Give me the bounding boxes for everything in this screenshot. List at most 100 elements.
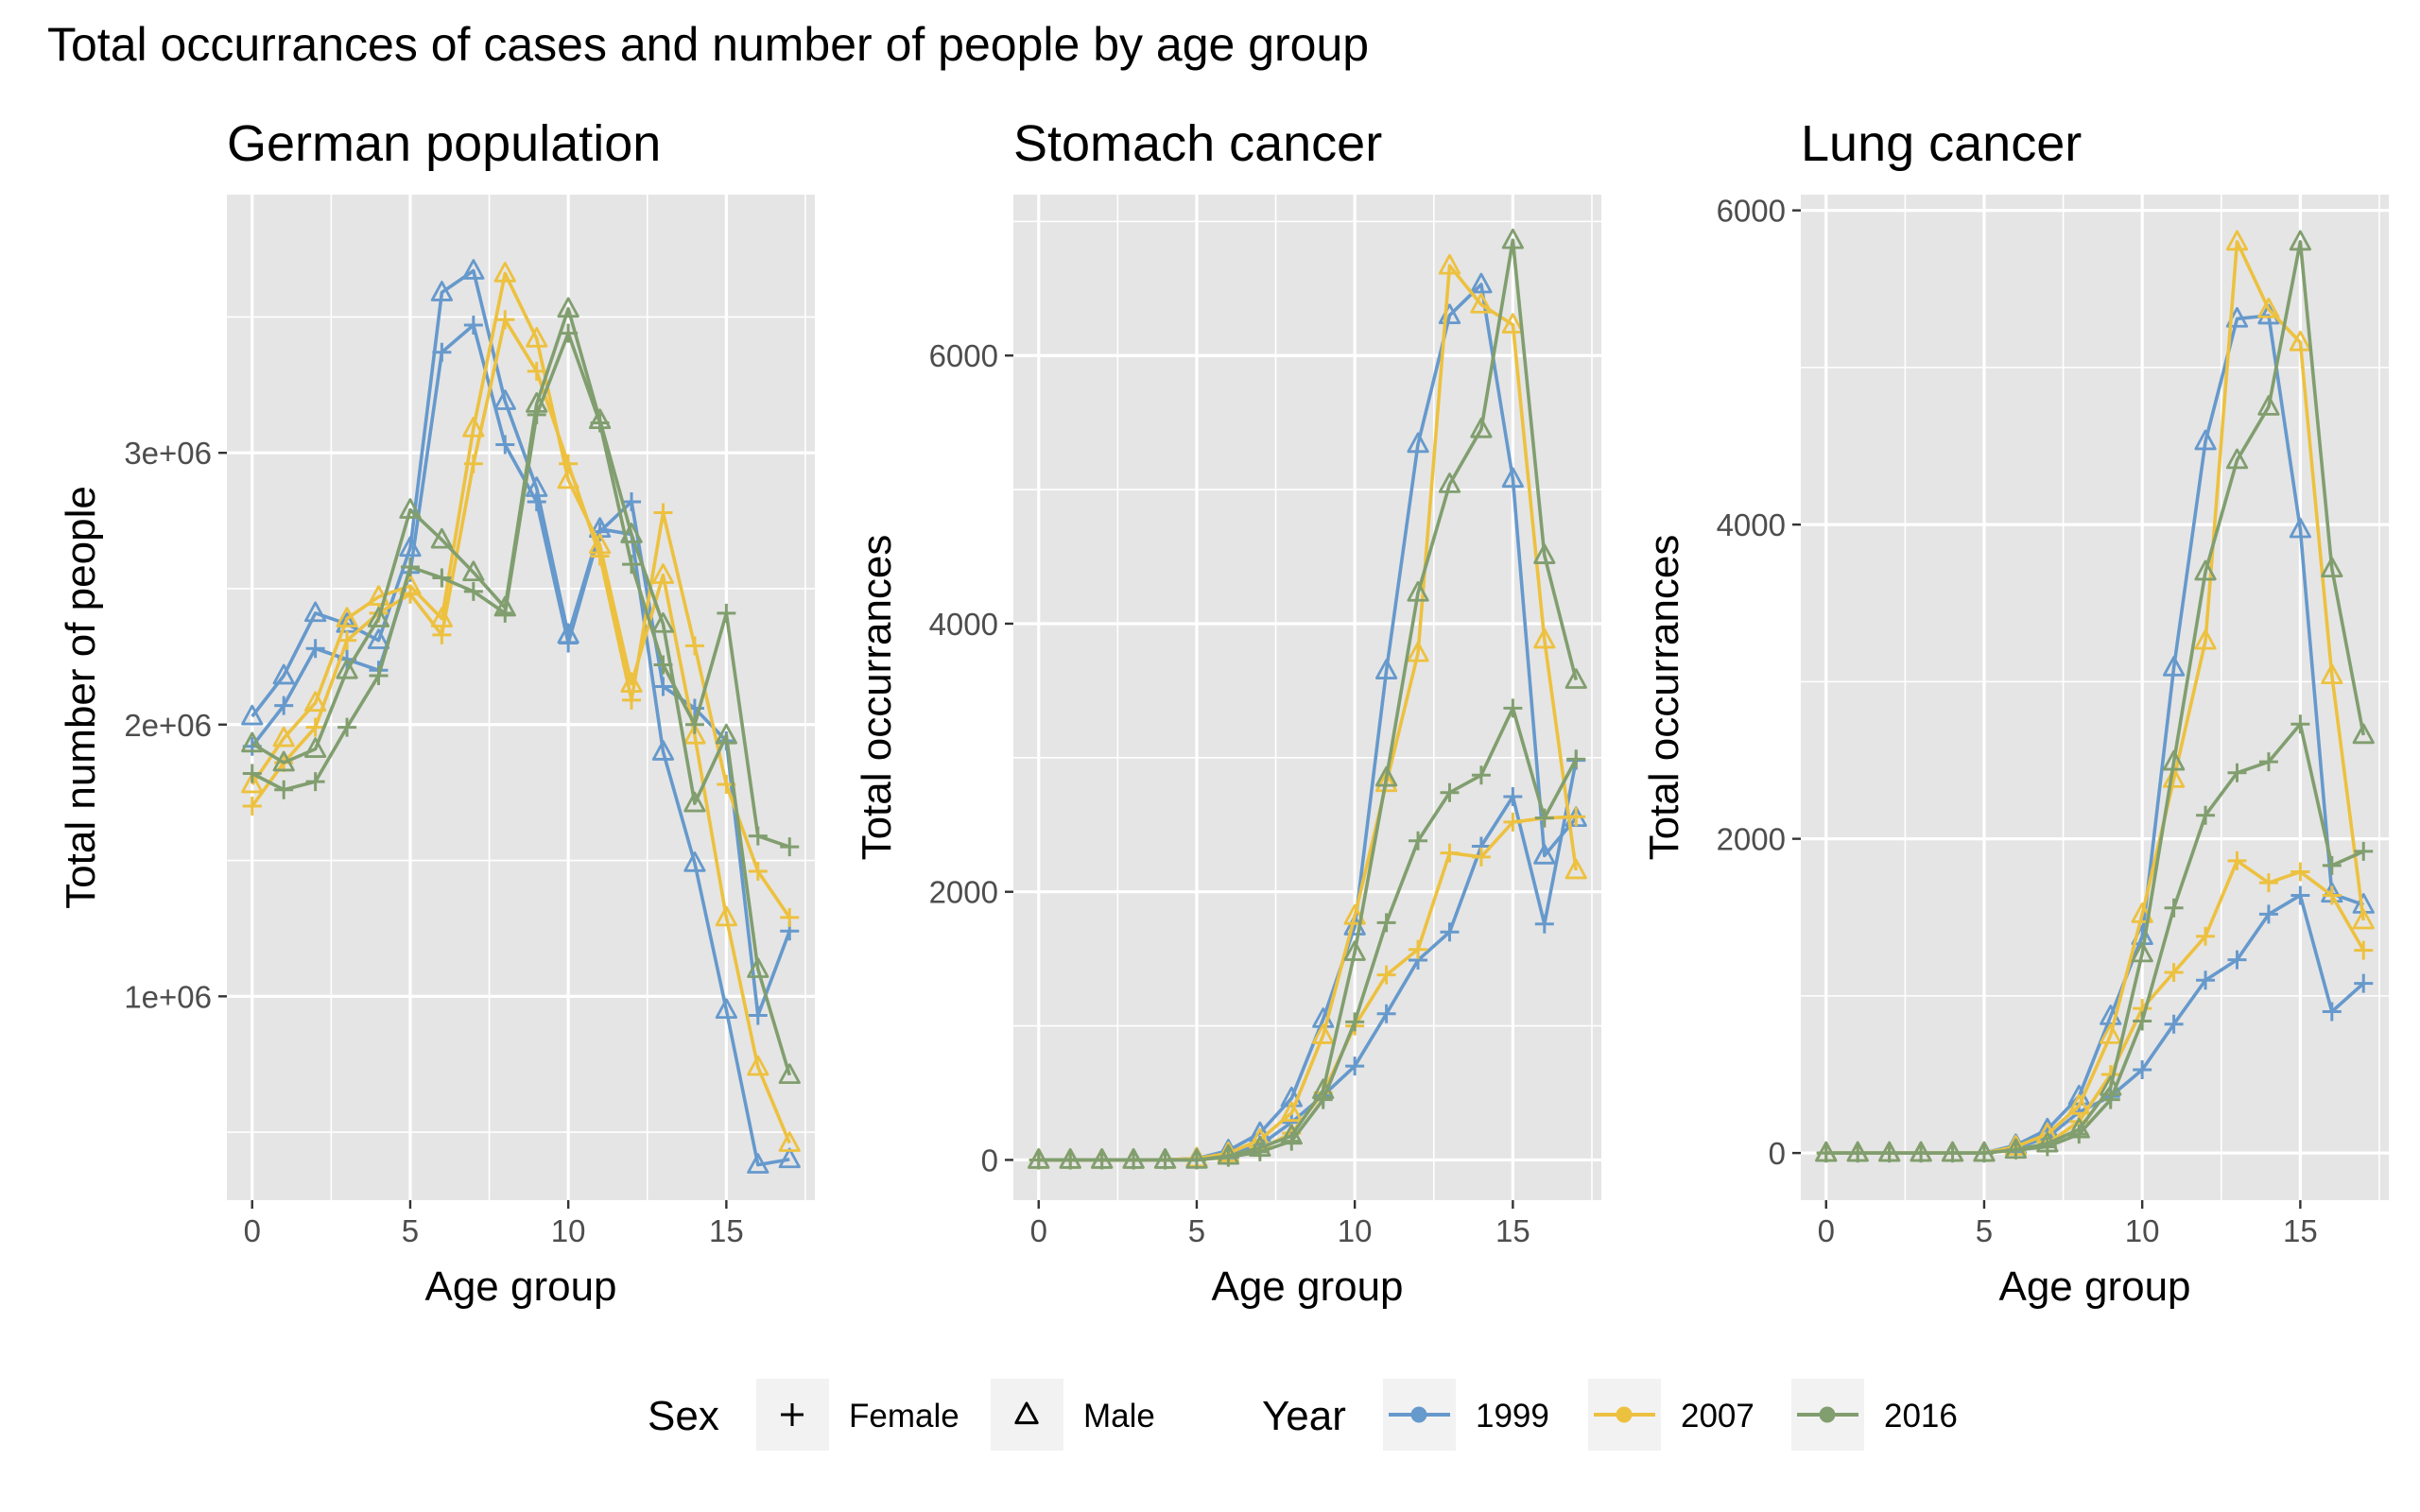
data-point-triangle xyxy=(462,416,485,438)
data-point-plus xyxy=(1376,1004,1396,1023)
data-point-plus xyxy=(2322,1002,2342,1022)
data-point-plus xyxy=(242,764,262,783)
data-point-plus xyxy=(1471,847,1491,867)
chart-title: Total occurrances of cases and number of… xyxy=(47,18,1369,71)
data-point-triangle xyxy=(304,737,327,758)
data-point-triangle xyxy=(2352,723,2375,745)
legend-year-label: 2007 xyxy=(1681,1398,1754,1435)
data-point-triangle xyxy=(1407,641,1429,662)
data-point-triangle xyxy=(1438,253,1461,275)
data-point-triangle xyxy=(462,560,485,582)
data-point-triangle xyxy=(1470,272,1493,294)
x-tick-label: 0 xyxy=(1818,1213,1835,1248)
data-point-triangle xyxy=(1343,940,1366,961)
panel-german-population: German population 0 5 10 15 1e+06 2e+06 3e+06 Ag… xyxy=(58,115,815,1310)
data-point-plus xyxy=(305,717,325,737)
data-point-plus xyxy=(1376,965,1396,985)
panel-subtitle: Stomach cancer xyxy=(1013,115,1382,172)
data-point-plus xyxy=(1345,1012,1365,1032)
y-axis-label: Total occurrances xyxy=(854,535,900,861)
data-point-plus xyxy=(684,714,704,734)
data-point-triangle xyxy=(2131,941,2153,963)
y-tick-label: 2e+06 xyxy=(124,708,212,743)
data-point-triangle xyxy=(462,259,485,280)
x-tick-label: 5 xyxy=(402,1213,419,1248)
data-point-plus xyxy=(2196,805,2216,825)
data-point-plus xyxy=(2290,862,2310,882)
legend: Sex Female Male Year 1999 2007 2016 xyxy=(648,1379,1958,1451)
data-point-triangle xyxy=(1185,1148,1208,1169)
y-tick-label: 4000 xyxy=(1717,507,1786,542)
x-axis-label: Age group xyxy=(424,1263,616,1310)
data-point-plus xyxy=(1566,749,1586,769)
data-point-plus xyxy=(653,503,673,523)
data-point-plus xyxy=(2133,1011,2152,1031)
data-point-plus xyxy=(622,690,642,710)
legend-key-plus xyxy=(781,1403,804,1426)
data-point-triangle xyxy=(2036,1131,2059,1153)
data-point-triangle xyxy=(241,731,264,753)
series-2007-male xyxy=(241,261,801,1152)
y-tick-label: 0 xyxy=(981,1143,998,1177)
x-tick-label: 0 xyxy=(244,1213,261,1248)
data-point-triangle xyxy=(651,563,675,584)
data-point-triangle xyxy=(493,261,516,283)
y-tick-label: 1e+06 xyxy=(124,979,212,1014)
data-point-triangle xyxy=(2352,908,2375,930)
data-point-triangle xyxy=(1407,432,1429,454)
data-point-plus xyxy=(1376,913,1396,933)
data-point-triangle xyxy=(241,772,264,794)
x-tick-label: 5 xyxy=(1976,1213,1993,1248)
x-axis-label: Age group xyxy=(1211,1263,1403,1310)
data-point-plus xyxy=(748,862,768,882)
data-point-plus xyxy=(748,826,768,846)
panel-stomach-cancer: Stomach cancer 0 5 10 15 0 2000 4000 6000 Age gro… xyxy=(854,115,1601,1310)
data-point-triangle xyxy=(1501,467,1524,489)
data-point-plus xyxy=(2322,855,2342,875)
data-point-triangle xyxy=(778,1131,801,1152)
data-point-plus xyxy=(748,1005,768,1025)
legend-year-label: 1999 xyxy=(1476,1398,1549,1435)
data-point-triangle xyxy=(493,595,516,617)
data-point-triangle xyxy=(1312,1078,1335,1099)
data-point-triangle xyxy=(620,672,643,693)
data-point-triangle xyxy=(399,498,422,519)
x-tick-label: 10 xyxy=(551,1213,586,1248)
data-point-triangle xyxy=(2100,1074,2122,1096)
data-point-plus xyxy=(463,316,483,335)
data-point-plus xyxy=(2258,904,2278,924)
panel-subtitle: Lung cancer xyxy=(1801,115,2082,172)
data-point-plus xyxy=(2227,850,2247,870)
data-point-plus xyxy=(2258,752,2278,772)
data-point-triangle xyxy=(272,726,295,747)
data-point-plus xyxy=(1345,1057,1365,1076)
data-point-plus xyxy=(1534,914,1554,934)
data-point-triangle xyxy=(2289,230,2311,251)
data-point-triangle xyxy=(304,601,327,623)
data-point-triangle xyxy=(2257,297,2280,318)
data-point-triangle xyxy=(1280,1101,1303,1123)
data-point-plus xyxy=(1471,765,1491,785)
legend-key-dot xyxy=(1410,1406,1427,1423)
data-point-plus xyxy=(1534,808,1554,828)
data-point-triangle xyxy=(1059,1148,1081,1169)
y-tick-label: 2000 xyxy=(929,875,998,910)
data-point-triangle xyxy=(1407,580,1429,602)
data-point-triangle xyxy=(367,628,390,649)
x-tick-label: 5 xyxy=(1188,1213,1205,1248)
data-point-triangle xyxy=(715,998,737,1020)
data-point-triangle xyxy=(493,389,516,410)
data-point-triangle xyxy=(651,740,675,761)
data-point-triangle xyxy=(683,723,706,745)
data-point-triangle xyxy=(588,408,612,430)
data-point-triangle xyxy=(526,476,548,497)
data-point-triangle xyxy=(1312,1023,1335,1044)
data-point-plus xyxy=(369,665,389,685)
data-point-triangle xyxy=(367,607,390,627)
data-point-triangle xyxy=(1153,1148,1177,1169)
data-point-plus xyxy=(432,625,452,644)
data-point-triangle xyxy=(2257,395,2280,416)
data-point-triangle xyxy=(2321,663,2343,685)
legend-sex-label: Male xyxy=(1083,1398,1155,1435)
data-point-plus xyxy=(337,630,357,650)
